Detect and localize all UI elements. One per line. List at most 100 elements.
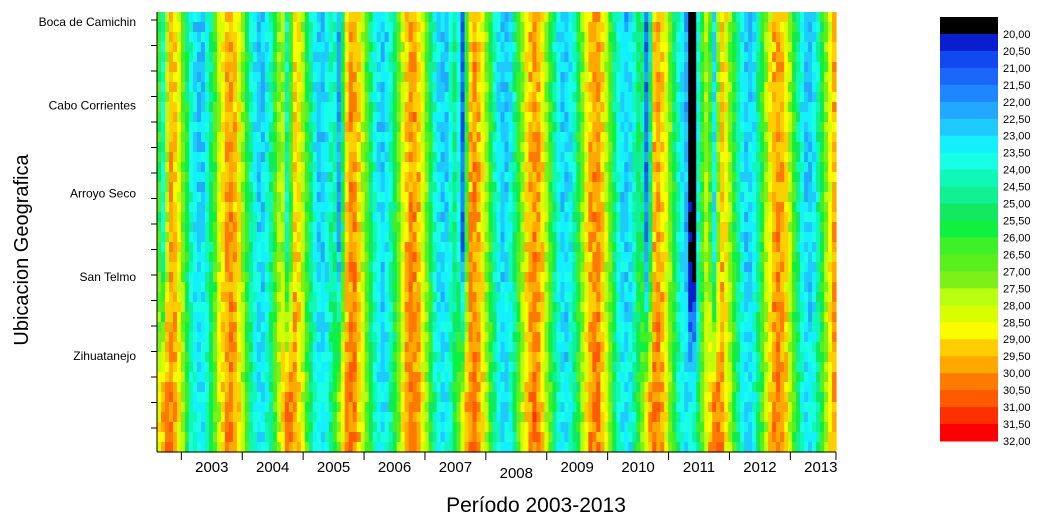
heatmap-cell <box>180 212 186 223</box>
heatmap-cell <box>448 282 454 293</box>
heatmap-cell <box>432 242 438 253</box>
heatmap-cell <box>572 222 577 233</box>
heatmap-cell <box>432 352 438 363</box>
heatmap-cell <box>456 132 462 143</box>
heatmap-cell <box>492 342 498 353</box>
heatmap-cell <box>540 282 546 293</box>
heatmap-cell <box>592 412 597 423</box>
heatmap-cell <box>348 172 354 183</box>
heatmap-cell <box>572 82 577 93</box>
heatmap-cell <box>336 242 342 253</box>
heatmap-cell <box>416 262 422 273</box>
heatmap-cell <box>388 142 394 153</box>
heatmap-cell <box>236 252 242 263</box>
heatmap-cell <box>192 222 198 233</box>
heatmap-cell <box>344 412 350 423</box>
heatmap-cell <box>280 222 286 233</box>
heatmap-cell <box>192 22 198 33</box>
heatmap-cell <box>160 392 166 403</box>
heatmap-cell <box>460 402 466 413</box>
heatmap-cell <box>252 312 258 323</box>
heatmap-cell <box>172 312 178 323</box>
heatmap-cell <box>160 72 166 83</box>
heatmap-cell <box>432 432 438 443</box>
heatmap-cell <box>536 22 542 33</box>
heatmap-cell <box>224 362 230 373</box>
heatmap-cell <box>184 212 190 223</box>
heatmap-cell <box>288 412 294 423</box>
heatmap-cell <box>348 192 354 203</box>
heatmap-cell <box>400 432 406 443</box>
heatmap-cell <box>224 332 230 343</box>
heatmap-cell <box>432 382 438 393</box>
heatmap-cell <box>444 312 450 323</box>
heatmap-cell <box>480 142 486 153</box>
heatmap-cell <box>520 282 526 293</box>
heatmap-cell <box>404 302 410 313</box>
heatmap-cell <box>456 172 462 183</box>
heatmap-cell <box>424 272 430 283</box>
heatmap-cell <box>352 252 358 263</box>
heatmap-cell <box>344 322 350 333</box>
heatmap-cell <box>292 252 298 263</box>
heatmap-cell <box>188 352 194 363</box>
heatmap-cell <box>168 152 174 163</box>
heatmap-cell <box>248 162 254 173</box>
heatmap-cell <box>472 212 478 223</box>
heatmap-cell <box>276 372 282 383</box>
heatmap-cell <box>176 382 182 393</box>
heatmap-cell <box>260 62 266 73</box>
heatmap-cell <box>576 402 581 413</box>
heatmap-cell <box>456 402 462 413</box>
heatmap-cell <box>224 272 230 283</box>
heatmap-cell <box>308 352 314 363</box>
heatmap-cell <box>216 402 222 413</box>
heatmap-cell <box>408 32 414 43</box>
heatmap-cell <box>528 342 534 353</box>
heatmap-cell <box>548 232 554 243</box>
heatmap-cell <box>608 222 613 233</box>
heatmap-cell <box>172 182 178 193</box>
heatmap-cell <box>488 172 494 183</box>
heatmap-cell <box>388 82 394 93</box>
heatmap-cell <box>376 422 382 433</box>
heatmap-cell <box>157 402 162 413</box>
heatmap-cell <box>444 332 450 343</box>
heatmap-cell <box>380 52 386 63</box>
heatmap-cell <box>388 412 394 423</box>
heatmap-cell <box>196 202 202 213</box>
heatmap-cell <box>236 202 242 213</box>
heatmap-cell <box>572 42 577 53</box>
heatmap-cell <box>320 102 326 113</box>
heatmap-cell <box>436 282 442 293</box>
heatmap-cell <box>368 122 374 133</box>
heatmap-cell <box>244 222 250 233</box>
heatmap-cell <box>157 302 162 313</box>
heatmap-cell <box>500 362 506 373</box>
heatmap-cell <box>204 392 210 403</box>
heatmap-cell <box>340 422 346 433</box>
heatmap-cell <box>520 312 526 323</box>
heatmap-cell <box>476 262 482 273</box>
heatmap-cell <box>340 42 346 53</box>
heatmap-cell <box>324 12 330 23</box>
heatmap-cell <box>476 332 482 343</box>
heatmap-cell <box>268 302 274 313</box>
heatmap-cell <box>212 182 218 193</box>
heatmap-cell <box>172 112 178 123</box>
heatmap-cell <box>196 152 202 163</box>
heatmap-cell <box>396 152 402 163</box>
heatmap-cell <box>576 362 581 373</box>
heatmap-cell <box>368 52 374 63</box>
heatmap-cell <box>160 62 166 73</box>
heatmap-cell <box>212 302 218 313</box>
heatmap-cell <box>256 292 262 303</box>
heatmap-cell <box>412 392 418 403</box>
heatmap-cell <box>600 122 605 133</box>
heatmap-cell <box>336 162 342 173</box>
heatmap-cell <box>252 172 258 183</box>
heatmap-cell <box>328 22 334 33</box>
heatmap-cell <box>564 152 569 163</box>
heatmap-cell <box>224 132 230 143</box>
heatmap-cell <box>500 182 506 193</box>
